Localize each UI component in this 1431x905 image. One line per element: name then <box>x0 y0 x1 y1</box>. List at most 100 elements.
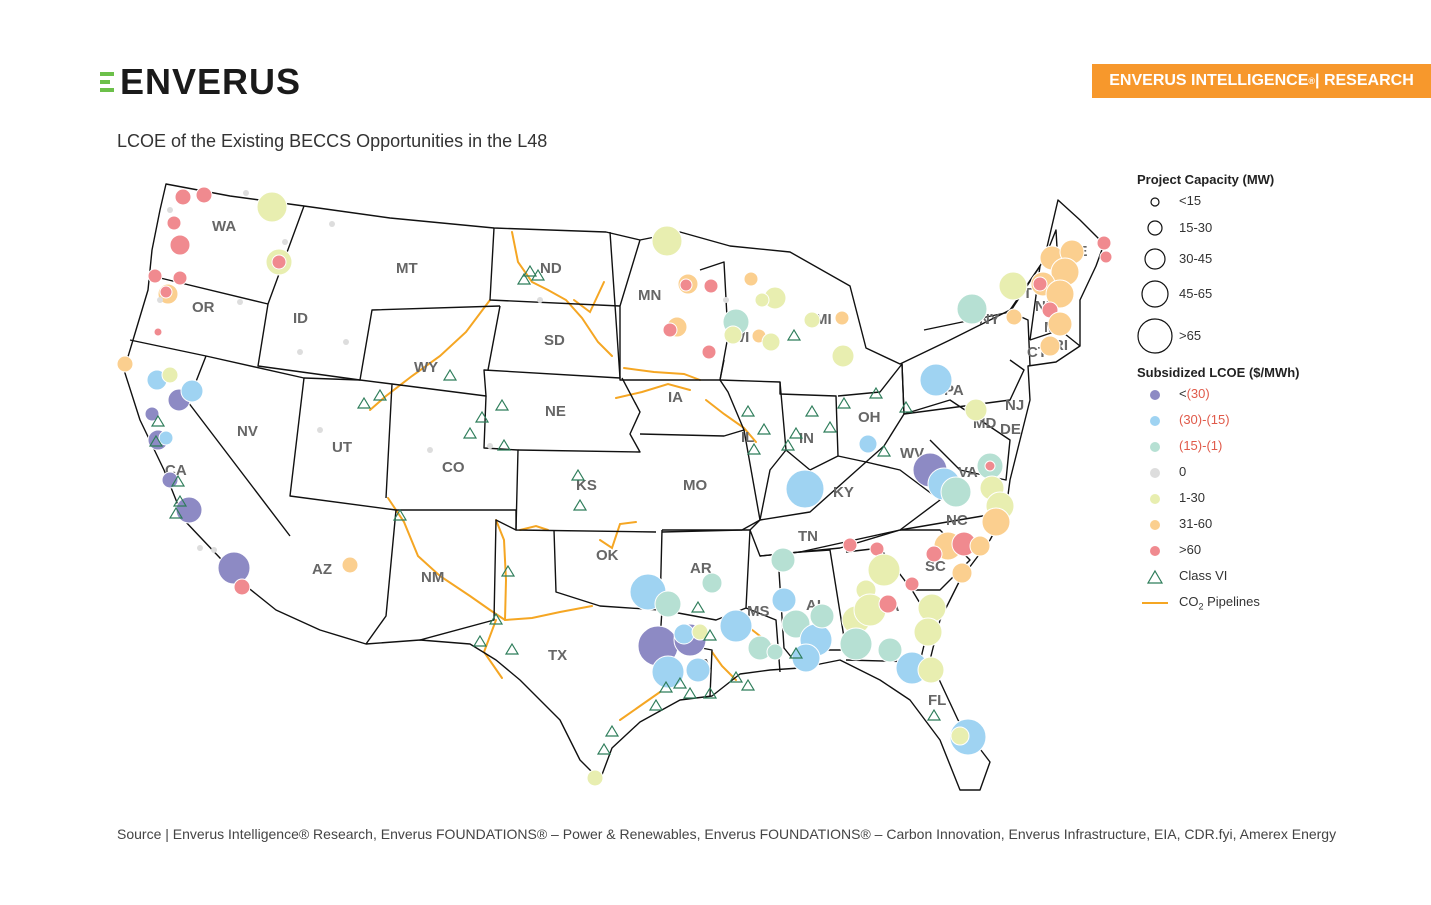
state-label-nc: NC <box>946 512 968 529</box>
state-label-ia: IA <box>668 389 683 406</box>
class-vi-marker <box>756 422 772 435</box>
state-line <box>303 377 393 499</box>
pipeline <box>504 605 593 621</box>
pipeline <box>369 299 491 411</box>
facility-bubble <box>197 545 203 551</box>
facility-bubble <box>770 547 796 573</box>
co2-pipelines <box>369 231 777 721</box>
class-vi-marker <box>728 670 744 683</box>
state-label-in: IN <box>799 430 814 447</box>
lcoe-label: >60 <box>1179 542 1202 557</box>
state-label-id: ID <box>293 310 308 327</box>
facility-bubble <box>771 587 797 613</box>
state-label-mn: MN <box>638 287 661 304</box>
logo-mark-icon <box>100 62 118 102</box>
facility-bubble <box>951 562 973 584</box>
class-vi-marker <box>504 642 520 655</box>
class-vi-marker <box>170 474 186 487</box>
class-vi-marker <box>500 564 516 577</box>
class-vi-marker <box>530 268 546 281</box>
pipeline-line-icon <box>1142 602 1168 604</box>
lcoe-legend-row: 0 <box>1137 464 1337 490</box>
facility-bubble <box>679 278 693 292</box>
facility-bubble <box>831 344 855 368</box>
class-vi-marker <box>474 410 490 423</box>
facility-bubble <box>343 339 349 345</box>
class-vi-marker <box>596 742 612 755</box>
state-line <box>699 261 745 431</box>
lcoe-legend-row: <(30) <box>1137 386 1337 412</box>
facility-bubble <box>161 366 179 384</box>
facility-bubble <box>691 623 709 641</box>
facility-bubble <box>166 215 182 231</box>
pipeline <box>623 367 701 381</box>
state-borders <box>123 183 1105 791</box>
facility-bubble <box>842 537 858 553</box>
facility-bubble <box>1045 279 1075 309</box>
class-vi-marker <box>488 612 504 625</box>
state-line <box>489 227 621 307</box>
facility-bubble <box>427 447 433 453</box>
facility-bubble <box>662 322 678 338</box>
state-line <box>779 382 839 471</box>
class-vi-marker <box>788 426 804 439</box>
lcoe-label: 1-30 <box>1179 490 1206 505</box>
state-label-tx: TX <box>548 647 567 664</box>
capacity-legend-row: >65 <box>1137 317 1337 363</box>
capacity-label: <15 <box>1179 193 1202 208</box>
class-vi-marker <box>494 398 510 411</box>
facility-bubble <box>144 406 160 422</box>
facility-bubble <box>904 576 920 592</box>
capacity-legend-title: Project Capacity (MW) <box>1137 172 1275 187</box>
facility-bubble <box>919 363 953 397</box>
facility-bubble <box>956 293 988 325</box>
facility-bubble <box>161 471 179 489</box>
class-vi-marker <box>516 272 532 285</box>
class-vi-markers <box>148 264 942 755</box>
state-label-wa: WA <box>212 218 236 235</box>
class-vi-marker <box>604 724 620 737</box>
page-title: LCOE of the Existing BECCS Opportunities… <box>117 131 548 151</box>
facility-bubble <box>159 285 173 299</box>
pipeline <box>387 497 506 621</box>
state-label-oh: OH <box>858 409 881 426</box>
facility-bubble <box>243 190 249 196</box>
state-line <box>391 231 621 397</box>
state-line <box>903 399 1011 481</box>
lcoe-prefix: < <box>1179 386 1187 401</box>
class-vi-marker <box>746 442 762 455</box>
class-vi-marker <box>836 396 852 409</box>
map-legend: Project Capacity (MW) <15 15-30 30-45 45… <box>1137 172 1337 620</box>
facility-bubble <box>172 270 188 286</box>
class-vi-marker <box>926 708 942 721</box>
state-label-de: DE <box>1000 421 1021 438</box>
facility-bubble <box>761 332 781 352</box>
class-vi-marker <box>868 386 884 399</box>
class-vi-marker <box>740 678 756 691</box>
lcoe-legend-row: (15)-(1) <box>1137 438 1337 464</box>
lcoe-legend-row: 1-30 <box>1137 490 1337 516</box>
class-vi-marker <box>804 404 820 417</box>
class-vi-marker <box>648 698 664 711</box>
pipeline <box>705 399 757 443</box>
state-line <box>901 359 1025 415</box>
facility-bubble <box>723 325 743 345</box>
state-label-ne: NE <box>545 403 566 420</box>
state-line <box>487 305 501 371</box>
class-vi-marker <box>472 634 488 647</box>
facility-bubbles <box>116 186 1113 787</box>
class-vi-marker <box>356 396 372 409</box>
facility-bubble <box>1047 311 1073 337</box>
capacity-legend-row: 30-45 <box>1137 247 1337 279</box>
facility-bubble <box>237 299 243 305</box>
lcoe-label: (30)-(15) <box>1179 412 1230 427</box>
class-vi-label: Class VI <box>1179 568 1228 583</box>
state-label-or: OR <box>192 299 215 316</box>
class-vi-marker <box>876 444 892 457</box>
class-vi-marker <box>786 328 802 341</box>
badge-text: ENVERUS INTELLIGENCE <box>1109 72 1309 89</box>
facility-bubble <box>685 657 711 683</box>
state-labels: WA OR ID MT WY NV CA UT CO AZ NM ND SD N… <box>165 218 1088 709</box>
source-note: Source | Enverus Intelligence® Research,… <box>117 826 1337 842</box>
